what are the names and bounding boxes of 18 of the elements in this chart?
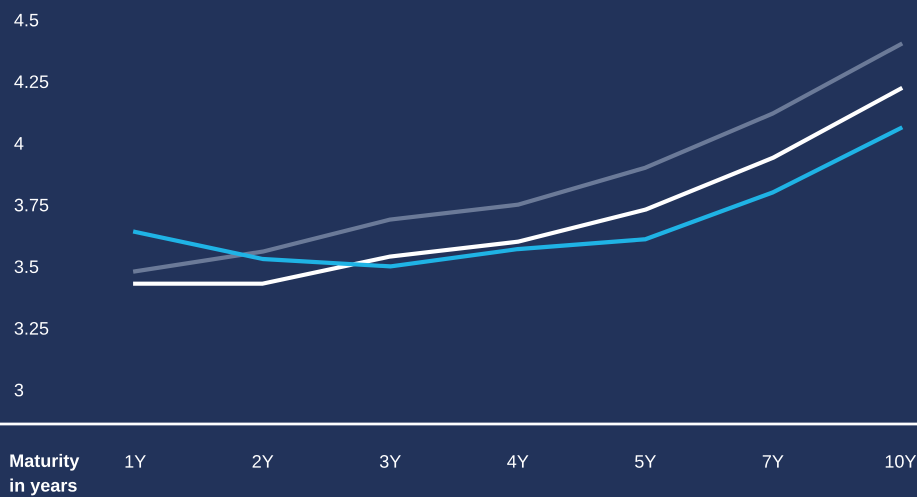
x-tick-label: 3Y	[380, 455, 401, 468]
x-axis-title: Maturity in years	[10, 454, 80, 496]
y-tick-label: 3.5	[14, 260, 38, 274]
line-series	[133, 42, 903, 274]
x-tick-label: 7Y	[762, 455, 784, 468]
x-tick-label: 5Y	[635, 455, 656, 468]
line-series	[133, 86, 903, 286]
y-tick-label: 4	[14, 137, 24, 150]
x-tick-label: 4Y	[507, 455, 528, 468]
y-tick-label: 3.25	[14, 322, 48, 335]
x-tick-label: 1Y	[126, 455, 146, 468]
x-tick-label: 10Y	[886, 455, 916, 468]
y-tick-label: 4.25	[14, 75, 48, 88]
y-tick-label: 4.5	[14, 14, 38, 26]
y-tick-label: 3	[14, 384, 24, 396]
line-series	[133, 126, 903, 268]
x-tick-label: 2Y	[252, 455, 274, 468]
y-tick-label: 3.75	[14, 198, 48, 212]
